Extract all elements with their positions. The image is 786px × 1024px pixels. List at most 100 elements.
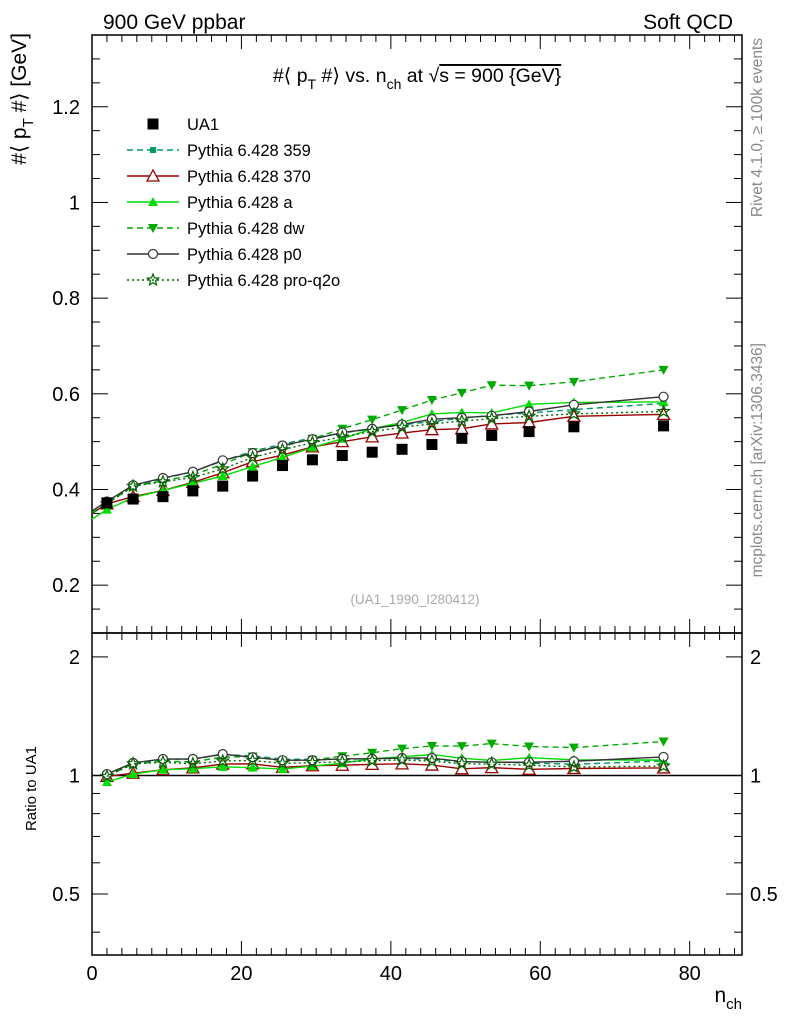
- series-marker: [456, 388, 467, 398]
- series-marker: [566, 406, 582, 421]
- series-marker: [101, 504, 112, 514]
- series-marker: [364, 423, 380, 438]
- series-marker: [424, 753, 440, 768]
- series-marker: [215, 753, 231, 768]
- series-marker: [145, 168, 161, 182]
- series-marker: [394, 752, 410, 767]
- data-marker: [426, 439, 438, 451]
- series-marker: [150, 147, 156, 153]
- series-marker: [305, 434, 320, 449]
- legend-label: Pythia 6.428 359: [187, 142, 311, 160]
- series-marker: [247, 461, 258, 471]
- series-marker: [521, 757, 537, 772]
- data-marker: [456, 432, 468, 444]
- series-marker: [524, 399, 535, 409]
- legend-label: Pythia 6.428 p0: [187, 246, 302, 264]
- series-marker: [215, 461, 231, 476]
- x-tick-label: 80: [679, 963, 701, 985]
- data-marker: [101, 497, 113, 509]
- series-marker: [568, 377, 579, 387]
- legend-label: Pythia 6.428 pro-q2o: [187, 272, 340, 290]
- data-marker: [336, 450, 348, 462]
- series-marker: [187, 763, 198, 773]
- y-axis-label: #⟨ pT #⟩ [GeV]: [8, 33, 37, 165]
- series-marker: [145, 272, 161, 287]
- data-marker: [396, 443, 408, 455]
- series-marker: [364, 753, 380, 767]
- x-tick-label: 60: [529, 963, 551, 985]
- series-marker: [245, 752, 260, 767]
- ratio-y-label: Ratio to UA1: [23, 746, 40, 831]
- legend-label: Pythia 6.428 dw: [187, 220, 304, 238]
- main-axes: 0.2 0.4 0.6 0.8 1 1.2: [52, 35, 742, 634]
- data-marker: [306, 454, 318, 466]
- data-marker: [187, 485, 199, 497]
- y-tick-label: 1: [69, 192, 80, 214]
- series-marker: [185, 756, 201, 770]
- x-tick-label: 0: [86, 963, 97, 985]
- series-marker: [128, 769, 139, 779]
- ratio-tick-label-right: 0.5: [750, 884, 778, 906]
- series-marker: [486, 739, 497, 749]
- ratio-axes: 0 20 40 60 80 0.5 0.5 1 1 2 2: [52, 633, 778, 985]
- series-marker: [247, 752, 258, 763]
- series-marker: [245, 449, 260, 464]
- series-marker: [568, 743, 579, 753]
- series-marker: [277, 764, 288, 774]
- data-marker: [523, 426, 535, 438]
- ratio-tick-label: 2: [69, 647, 80, 669]
- ratio-tick-label-right: 2: [750, 647, 761, 669]
- series-marker: [99, 768, 115, 783]
- series-marker: [424, 422, 440, 436]
- series-marker: [397, 406, 408, 416]
- x-axis-label: nch: [714, 984, 742, 1013]
- x-tick-label: 20: [230, 963, 252, 985]
- series-marker: [185, 469, 201, 484]
- series-marker: [486, 381, 497, 391]
- series-marker: [155, 754, 171, 769]
- series-marker: [397, 744, 408, 754]
- series-marker: [305, 754, 320, 769]
- data-marker: [147, 118, 159, 130]
- series-line: [91, 369, 664, 514]
- data-marker: [157, 491, 169, 503]
- series-marker: [454, 756, 470, 770]
- series-marker: [658, 737, 669, 747]
- series-marker: [656, 758, 671, 773]
- ratio-tick-label-right: 1: [750, 765, 761, 787]
- data-marker: [217, 480, 229, 492]
- data-marker: [658, 420, 670, 432]
- series-marker: [658, 391, 669, 402]
- series-marker: [147, 248, 159, 260]
- data-marker: [366, 446, 378, 458]
- series-marker: [275, 755, 290, 770]
- series-marker: [394, 419, 410, 434]
- analysis-watermark: (UA1_1990_I280412): [350, 592, 479, 607]
- series-marker: [426, 752, 438, 764]
- series-marker: [456, 412, 467, 423]
- ratio-panel-frame: [91, 632, 743, 956]
- series-marker: [247, 762, 258, 772]
- data-marker: [486, 429, 498, 441]
- series-marker: [217, 761, 228, 771]
- series-marker: [307, 442, 318, 452]
- ratio-line: [106, 759, 664, 778]
- series-marker: [524, 742, 535, 752]
- header-right: Soft QCD: [643, 11, 733, 34]
- series-line: [91, 410, 664, 514]
- header-left: 900 GeV ppbar: [103, 11, 245, 34]
- legend: UA1 Pythia 6.428 359 Pythia 6.428 370 Pythi…: [127, 116, 340, 290]
- series-marker: [394, 425, 410, 439]
- series-marker: [187, 478, 198, 488]
- data-marker: [277, 460, 289, 472]
- ratio-series-layer: [99, 737, 671, 787]
- data-marker: [127, 493, 139, 505]
- series-marker: [484, 411, 499, 425]
- data-marker: [247, 470, 259, 482]
- series-marker: [367, 415, 378, 425]
- series-marker: [148, 224, 158, 233]
- series-marker: [658, 365, 669, 375]
- x-tick-label: 40: [380, 963, 402, 985]
- series-marker: [217, 455, 228, 466]
- series-marker: [454, 413, 470, 428]
